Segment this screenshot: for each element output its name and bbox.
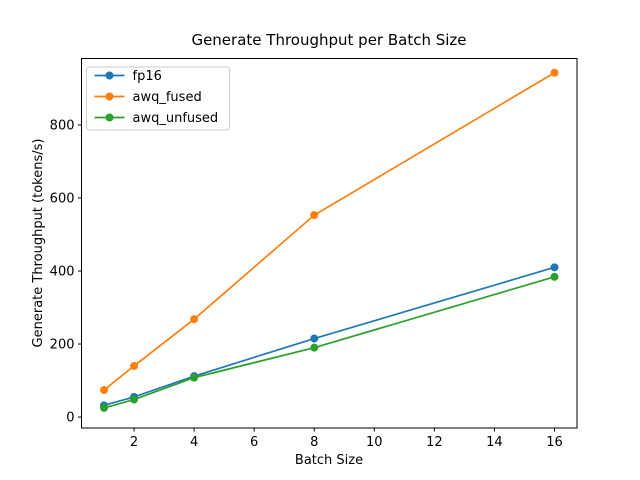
legend-box — [86, 66, 230, 131]
legend-marker-awq_unfused — [105, 113, 114, 122]
x-tick-label: 4 — [190, 435, 198, 450]
legend-marker-awq_fused — [105, 92, 114, 101]
y-tick-label: 0 — [66, 411, 74, 426]
x-tick-label: 12 — [426, 435, 443, 450]
y-tick-label: 400 — [50, 264, 75, 279]
plot-border — [81, 58, 578, 429]
series-marker-fp16 — [310, 334, 319, 343]
plot-layer: 2 4 6 8 10 12 14 16 0 200 400 600 800 fp16 awq_fusedaw… — [50, 58, 578, 450]
series-marker-awq_fused — [310, 211, 319, 220]
series-marker-awq_fused — [130, 361, 139, 370]
series-marker-awq_unfused — [310, 343, 319, 352]
x-tick-label: 10 — [366, 435, 383, 450]
series-marker-awq_unfused — [190, 373, 199, 382]
series-marker-awq_unfused — [550, 272, 559, 281]
series-marker-fp16 — [550, 263, 559, 272]
series-line-awq_unfused — [103, 276, 555, 409]
legend-label-awq_fused: awq_fused — [133, 90, 202, 105]
x-tick-label: 6 — [250, 435, 258, 450]
x-tick-label: 2 — [130, 435, 138, 450]
x-tick-label: 8 — [310, 435, 318, 450]
legend-label-fp16: fp16 — [133, 69, 162, 84]
chart-title: Generate Throughput per Batch Size — [191, 31, 466, 49]
series-marker-awq_fused — [550, 68, 559, 77]
x-tick-label: 16 — [546, 435, 563, 450]
x-axis-label: Batch Size — [295, 453, 363, 468]
x-tick-label: 14 — [486, 435, 503, 450]
legend-label-awq_unfused: awq_unfused — [133, 111, 219, 126]
legend-marker-fp16 — [105, 71, 114, 80]
y-axis-label: Generate Throughput (tokens/s) — [31, 139, 46, 348]
y-tick-label: 800 — [50, 118, 75, 133]
series-marker-awq_fused — [100, 386, 109, 395]
y-tick-label: 200 — [50, 338, 75, 353]
series-marker-awq_unfused — [130, 395, 139, 404]
series-marker-awq_unfused — [100, 403, 109, 412]
series-marker-awq_fused — [190, 315, 199, 324]
y-tick-label: 600 — [50, 191, 75, 206]
